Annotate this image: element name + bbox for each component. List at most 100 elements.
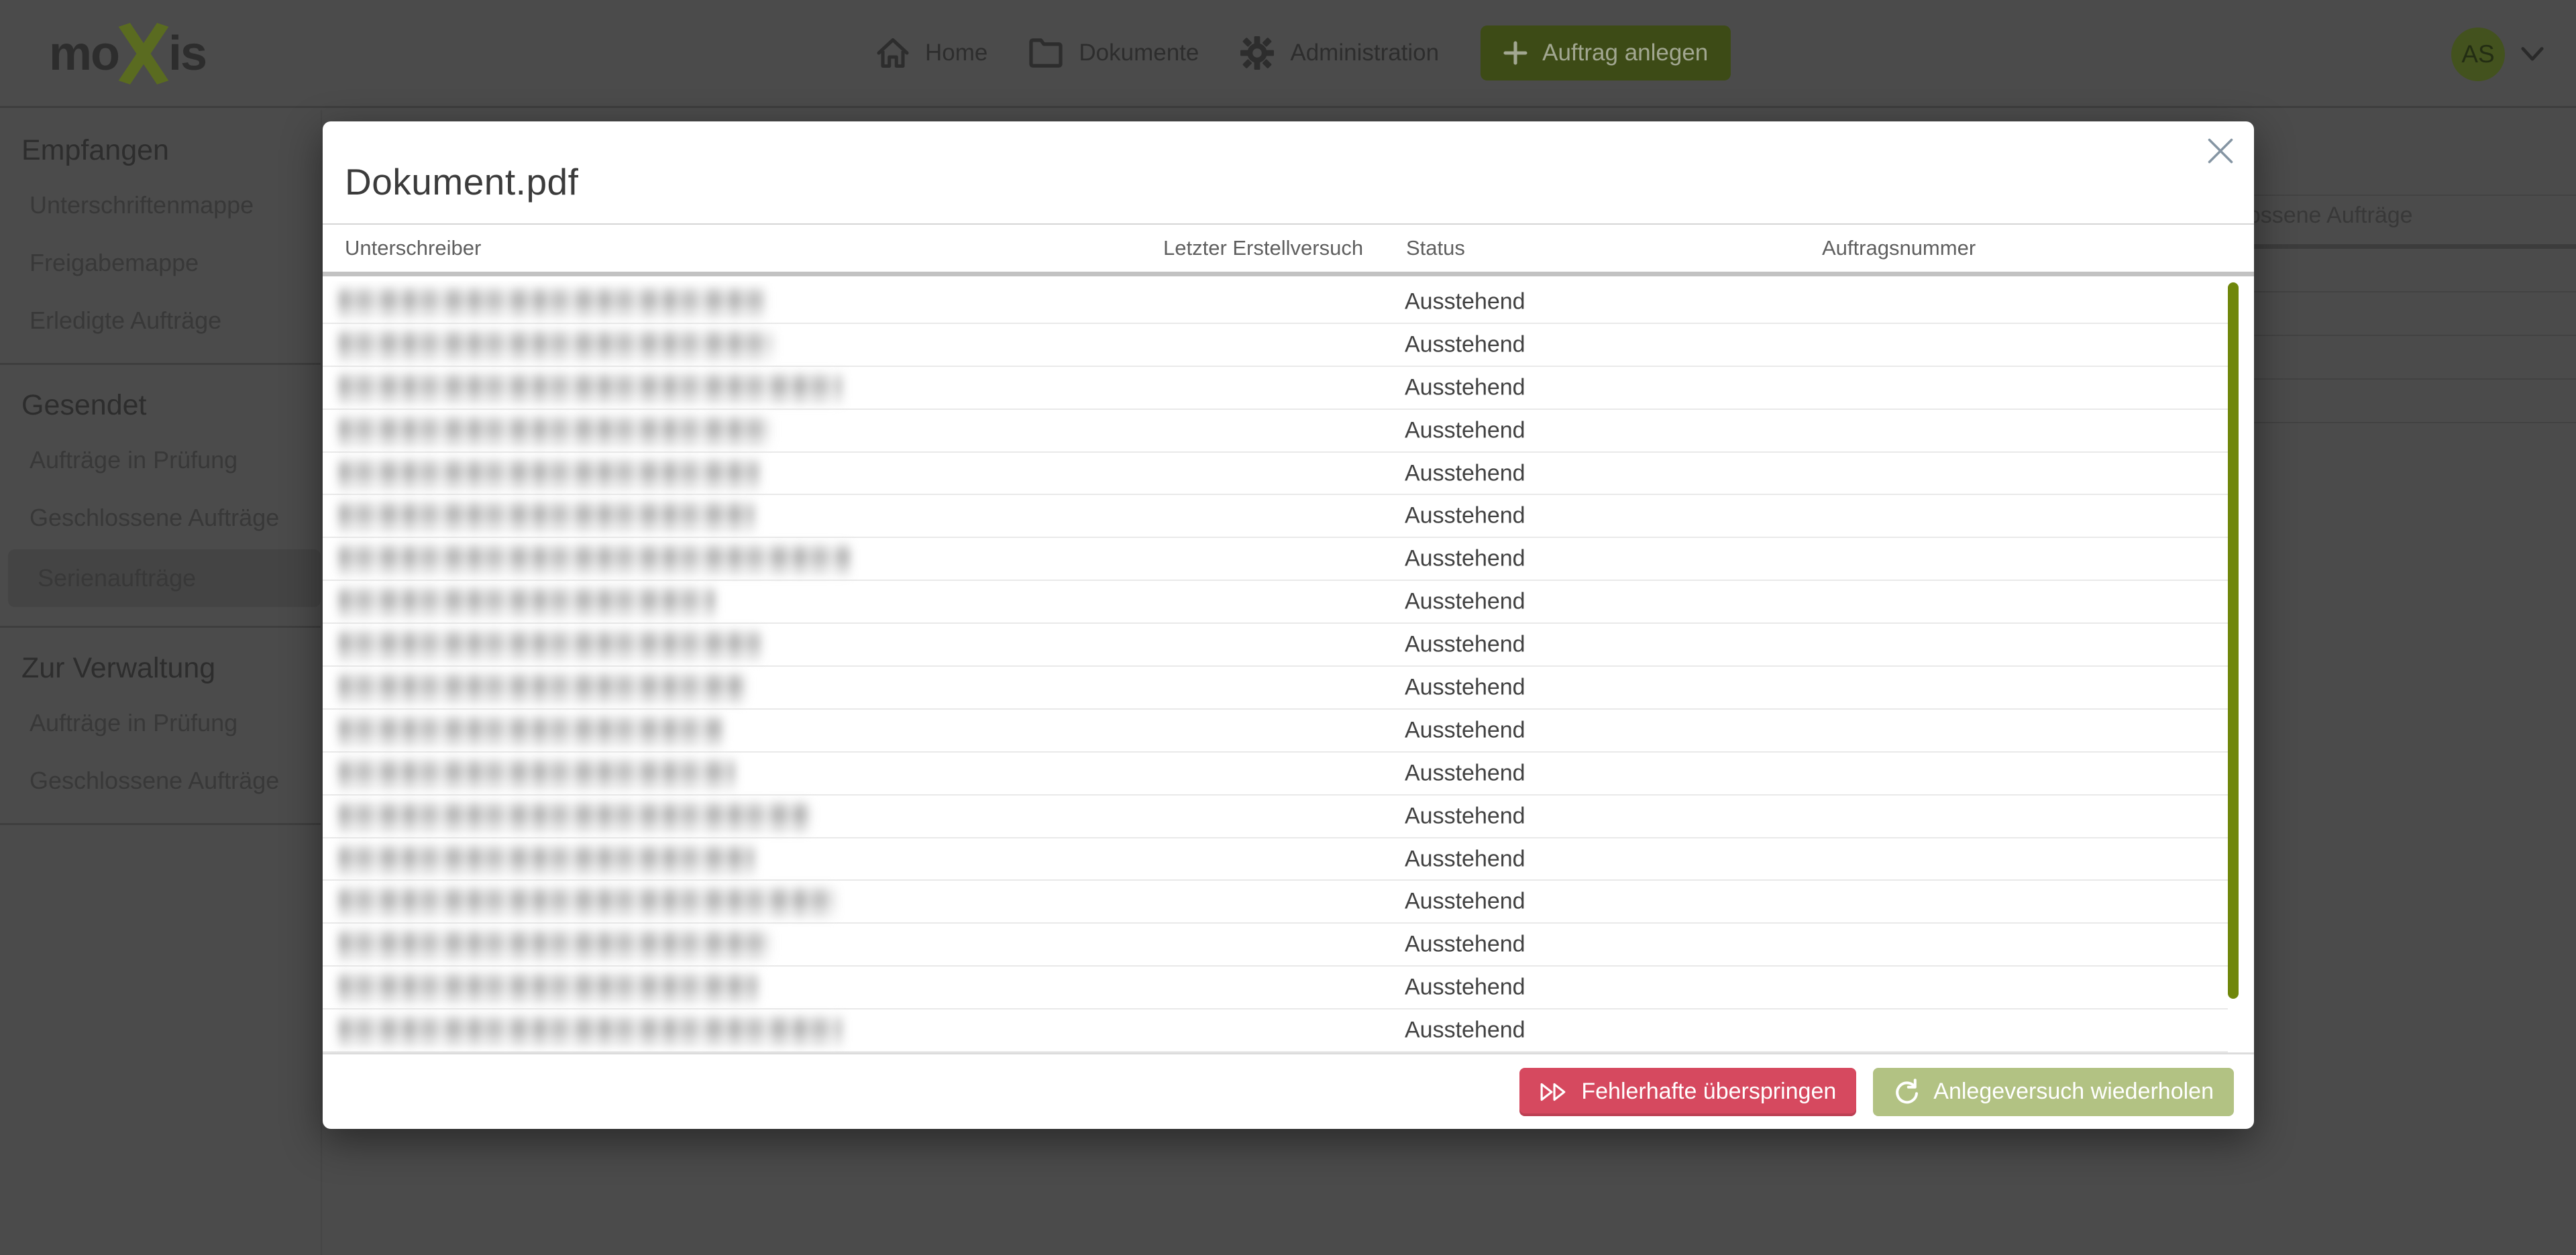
status-cell: Ausstehend — [1405, 846, 1525, 872]
modal-footer: Fehlerhafte überspringen Anlegeversuch w… — [323, 1054, 2254, 1129]
footer-divider — [323, 1052, 2254, 1054]
status-cell: Ausstehend — [1405, 760, 1525, 786]
nav-item-administration[interactable]: Administration — [1240, 36, 1439, 70]
table-row: Ausstehend — [323, 710, 2228, 753]
sidebar: Empfangen Unterschriftenmappe Freigabema… — [0, 110, 322, 1255]
home-icon — [877, 38, 909, 68]
chevron-down-icon[interactable] — [2521, 46, 2544, 62]
sidebar-item-geschlossene-auftraege-verwaltung[interactable]: Geschlossene Aufträge — [30, 767, 280, 794]
redacted-signer-name — [339, 801, 810, 832]
gear-icon — [1240, 36, 1275, 70]
column-header-letzter-erstellversuch: Letzter Erstellversuch — [1163, 236, 1364, 260]
sidebar-section-title: Zur Verwaltung — [21, 652, 216, 684]
redacted-signer-name — [339, 844, 755, 875]
fast-forward-icon — [1540, 1083, 1566, 1101]
column-header-unterschreiber: Unterschreiber — [345, 236, 482, 260]
table-row: Ausstehend — [323, 453, 2228, 496]
sidebar-section-title: Gesendet — [21, 389, 147, 421]
sidebar-item-erledigte-auftraege[interactable]: Erledigte Aufträge — [30, 307, 222, 334]
nav-item-home[interactable]: Home — [877, 37, 987, 69]
status-cell: Ausstehend — [1405, 717, 1525, 743]
redacted-signer-name — [339, 287, 766, 318]
status-cell: Ausstehend — [1405, 331, 1525, 358]
nav-item-dokumente[interactable]: Dokumente — [1029, 38, 1199, 68]
status-cell: Ausstehend — [1405, 888, 1525, 914]
table-row: Ausstehend — [323, 410, 2228, 453]
nav-label: Dokumente — [1079, 40, 1199, 66]
skip-button-label: Fehlerhafte überspringen — [1581, 1079, 1837, 1104]
table-row: Ausstehend — [323, 1010, 2228, 1052]
table-row: Ausstehend — [323, 581, 2228, 624]
table-row: Ausstehend — [323, 753, 2228, 796]
column-header-status: Status — [1406, 236, 1465, 260]
sidebar-item-unterschriftenmappe[interactable]: Unterschriftenmappe — [30, 191, 254, 219]
redacted-signer-name — [339, 501, 755, 533]
avatar[interactable]: AS — [2451, 27, 2505, 81]
dokument-modal: Dokument.pdf Unterschreiber Letzter Erst… — [323, 121, 2254, 1129]
sidebar-section-empfangen: Empfangen Unterschriftenmappe Freigabema… — [0, 110, 321, 365]
redacted-signer-name — [339, 544, 850, 576]
redacted-signer-name — [339, 329, 773, 361]
table-row: Ausstehend — [323, 281, 2228, 324]
main-nav: Home Dokumente — [877, 0, 1731, 106]
auftrag-anlegen-button[interactable]: Auftrag anlegen — [1481, 25, 1731, 80]
status-cell: Ausstehend — [1405, 803, 1525, 829]
logo-text-mo: mo — [49, 27, 120, 80]
sidebar-item-serienauftraege[interactable]: Serienaufträge — [8, 549, 321, 607]
status-cell: Ausstehend — [1405, 374, 1525, 400]
table-row: Ausstehend — [323, 495, 2228, 539]
table-row: Ausstehend — [323, 924, 2228, 967]
status-cell: Ausstehend — [1405, 288, 1525, 315]
close-button[interactable] — [2202, 132, 2239, 170]
modal-scrollbar[interactable] — [2228, 282, 2239, 999]
logo-x-icon — [118, 23, 169, 85]
sidebar-item-auftraege-in-pruefung-verwaltung[interactable]: Aufträge in Prüfung — [30, 709, 238, 736]
table-row: Ausstehend — [323, 624, 2228, 667]
account-area: AS — [2451, 0, 2544, 108]
redacted-signer-name — [339, 973, 758, 1004]
status-cell: Ausstehend — [1405, 1017, 1525, 1043]
table-header-row: Unterschreiber Letzter Erstellversuch St… — [323, 223, 2254, 276]
folder-icon — [1029, 38, 1063, 68]
logo-text-is: is — [168, 27, 207, 80]
retry-button-label: Anlegeversuch wiederholen — [1933, 1079, 2214, 1104]
status-cell: Ausstehend — [1405, 545, 1525, 571]
status-cell: Ausstehend — [1405, 931, 1525, 957]
sidebar-item-freigabemappe[interactable]: Freigabemappe — [30, 249, 199, 276]
close-icon — [2208, 138, 2233, 164]
nav-label: Home — [925, 40, 988, 66]
status-cell: Ausstehend — [1405, 502, 1525, 529]
redacted-signer-name — [339, 930, 771, 961]
table-row: Ausstehend — [323, 324, 2228, 367]
avatar-initials: AS — [2461, 40, 2495, 68]
top-bar: mo is Home Dokumente — [0, 0, 2576, 108]
sidebar-item-auftraege-in-pruefung[interactable]: Aufträge in Prüfung — [30, 446, 238, 474]
table-row: Ausstehend — [323, 838, 2228, 881]
redacted-signer-name — [339, 587, 715, 618]
moxis-logo: mo is — [49, 20, 207, 87]
sidebar-item-geschlossene-auftraege[interactable]: Geschlossene Aufträge — [30, 504, 280, 531]
plus-icon — [1503, 41, 1527, 65]
modal-title: Dokument.pdf — [345, 161, 579, 203]
anlegeversuch-wiederholen-button[interactable]: Anlegeversuch wiederholen — [1873, 1067, 2234, 1116]
column-header-auftragsnummer: Auftragsnummer — [1822, 236, 1976, 260]
table-row: Ausstehend — [323, 538, 2228, 582]
sidebar-section-title: Empfangen — [21, 134, 169, 166]
redacted-signer-name — [339, 715, 723, 747]
fehlerhafte-ueberspringen-button[interactable]: Fehlerhafte überspringen — [1519, 1067, 1857, 1116]
refresh-icon — [1896, 1078, 1919, 1103]
status-cell: Ausstehend — [1405, 674, 1525, 700]
table-row: Ausstehend — [323, 367, 2228, 410]
signer-table-body: Ausstehend Ausstehend Ausstehend Aussteh… — [323, 281, 2228, 1052]
status-cell: Ausstehend — [1405, 631, 1525, 657]
status-cell: Ausstehend — [1405, 417, 1525, 443]
redacted-signer-name — [339, 372, 842, 404]
status-cell: Ausstehend — [1405, 588, 1525, 614]
create-button-label: Auftrag anlegen — [1542, 40, 1709, 66]
redacted-signer-name — [339, 673, 746, 704]
sidebar-section-gesendet: Gesendet Aufträge in Prüfung Geschlossen… — [0, 365, 321, 628]
redacted-signer-name — [339, 458, 759, 490]
sidebar-section-zur-verwaltung: Zur Verwaltung Aufträge in Prüfung Gesch… — [0, 628, 321, 825]
redacted-signer-name — [339, 1016, 842, 1047]
redacted-signer-name — [339, 415, 771, 447]
